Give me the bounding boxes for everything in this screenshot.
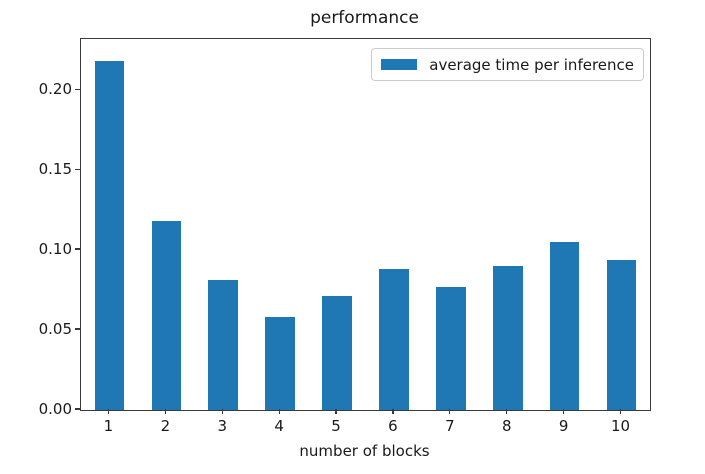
bar-1 [94,61,125,410]
plot-area: average time per inference [80,38,651,411]
bar-3 [208,280,239,410]
bar-8 [492,266,523,410]
x-tick-label: 1 [103,417,114,435]
x-tick-label: 7 [445,417,455,435]
x-tick-label: 6 [388,417,398,435]
x-tickmark [107,409,110,414]
bar-6 [379,269,409,410]
x-tick-label: 2 [160,417,171,435]
bar-7 [436,286,466,410]
bar-4 [265,317,295,410]
y-tick-label: 0.10 [38,240,72,259]
x-tick-label: 3 [217,417,228,435]
x-tickmark [164,409,166,414]
y-tickmark [75,408,80,410]
legend: average time per inference [371,48,644,81]
bar-5 [322,296,352,410]
x-tickmark [221,409,223,414]
y-tick-label: 0.05 [38,320,72,339]
x-tick-label: 4 [274,417,284,435]
y-tickmark [75,88,80,90]
x-tickmark [392,409,394,414]
x-tick-label: 9 [558,417,569,435]
x-tick-label: 5 [331,417,341,435]
y-tickmark [75,168,80,170]
x-tickmark [506,409,508,414]
bar-9 [549,242,580,410]
x-tickmark [619,409,622,414]
y-tick-label: 0.00 [38,400,72,418]
legend-label: average time per inference [429,55,634,74]
x-tick-label: 10 [611,417,631,435]
x-tickmark [449,409,451,414]
x-tick-label: 8 [501,417,512,435]
bar-2 [151,221,182,410]
x-tickmark [563,409,565,414]
bar-10 [606,259,637,410]
legend-swatch [381,59,418,70]
y-tick-label: 0.20 [38,80,72,99]
y-tick-label: 0.15 [38,160,72,179]
y-tickmark [75,328,80,330]
x-tickmark [335,409,337,414]
x-axis-label: number of blocks [299,442,430,460]
y-tickmark [75,248,80,250]
chart-title: performance [310,8,419,28]
x-tickmark [278,409,280,414]
